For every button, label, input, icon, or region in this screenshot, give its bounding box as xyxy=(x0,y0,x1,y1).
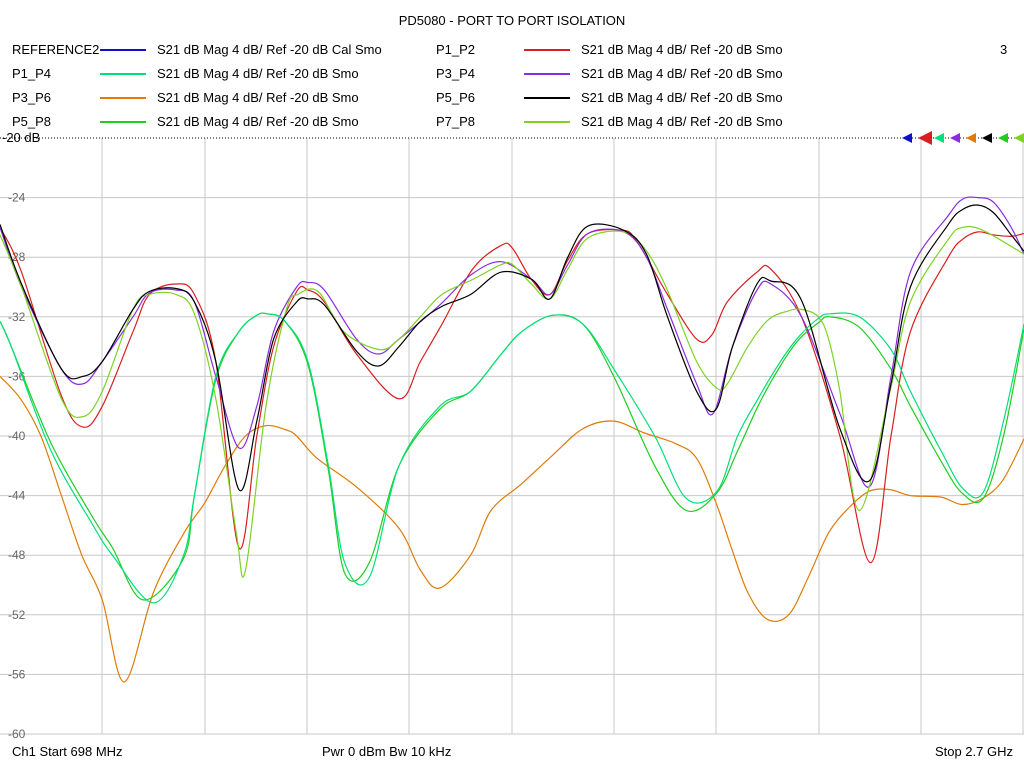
legend-swatch xyxy=(100,49,146,51)
legend-trace-name: P5_P6 xyxy=(436,90,476,105)
legend-swatch xyxy=(524,73,570,75)
reference-marker-p1-p4 xyxy=(934,133,944,143)
reference-marker-reference2 xyxy=(902,133,912,143)
legend-swatch xyxy=(524,121,570,123)
legend-trace-description: S21 dB Mag 4 dB/ Ref -20 dB Smo xyxy=(157,90,359,105)
legend-trace-description: S21 dB Mag 4 dB/ Ref -20 dB Smo xyxy=(581,42,783,57)
reference-markers xyxy=(902,131,1024,145)
chart-title: PD5080 - PORT TO PORT ISOLATION xyxy=(398,13,626,28)
footer-start: Ch1 Start 698 MHz xyxy=(12,744,123,759)
trace-p7-p8 xyxy=(0,225,1024,578)
reference-marker-p3-p4 xyxy=(950,133,960,143)
y-tick-label: -40 xyxy=(8,429,26,443)
legend-trace-description: S21 dB Mag 4 dB/ Ref -20 dB Smo xyxy=(581,66,783,81)
reference-level-label: -20 dB xyxy=(2,130,40,145)
legend-trace-name: P1_P2 xyxy=(436,42,476,57)
legend-trace-name: REFERENCE2 xyxy=(12,42,100,57)
reference-marker-p3-p6 xyxy=(966,133,976,143)
legend-trace-name: P3_P4 xyxy=(436,66,476,81)
legend-swatch xyxy=(100,121,146,123)
legend-trace-description: S21 dB Mag 4 dB/ Ref -20 dB Smo xyxy=(581,114,783,129)
y-tick-label: -24 xyxy=(8,191,26,205)
y-tick-label: -52 xyxy=(8,608,26,622)
legend-trace-description: S21 dB Mag 4 dB/ Ref -20 dB Smo xyxy=(157,66,359,81)
chart-grid xyxy=(0,137,1024,735)
reference-marker-p5-p8 xyxy=(998,133,1008,143)
legend-trace-description: S21 dB Mag 4 dB/ Ref -20 dB Cal Smo xyxy=(157,42,382,57)
channel-number: 3 xyxy=(1000,42,1008,57)
trace-p3-p6 xyxy=(0,375,1024,683)
legend-swatch xyxy=(100,73,146,75)
y-tick-label: -32 xyxy=(8,310,26,324)
trace-p5-p6 xyxy=(0,204,1024,492)
chart-traces xyxy=(0,196,1024,683)
legend-trace-description: S21 dB Mag 4 dB/ Ref -20 dB Smo xyxy=(157,114,359,129)
y-tick-label: -44 xyxy=(8,489,26,503)
legend-swatch xyxy=(524,97,570,99)
trace-p1-p4 xyxy=(0,312,1024,604)
reference-marker-p5-p6 xyxy=(982,133,992,143)
reference-marker-p7-p8 xyxy=(1014,133,1024,143)
legend-trace-name: P7_P8 xyxy=(436,114,476,129)
legend-trace-name: P3_P6 xyxy=(12,90,52,105)
legend-trace-description: S21 dB Mag 4 dB/ Ref -20 dB Smo xyxy=(581,90,783,105)
y-tick-label: -60 xyxy=(8,727,26,741)
reference-marker-p1-p2 xyxy=(918,131,932,145)
y-tick-label: -48 xyxy=(8,548,26,562)
legend-trace-name: P5_P8 xyxy=(12,114,52,129)
footer-stop: Stop 2.7 GHz xyxy=(934,744,1013,759)
footer-power-bandwidth: Pwr 0 dBm Bw 10 kHz xyxy=(322,744,452,759)
legend-trace-name: P1_P4 xyxy=(12,66,52,81)
legend-swatch xyxy=(524,49,570,51)
legend-swatch xyxy=(100,97,146,99)
y-tick-label: -56 xyxy=(8,667,26,681)
